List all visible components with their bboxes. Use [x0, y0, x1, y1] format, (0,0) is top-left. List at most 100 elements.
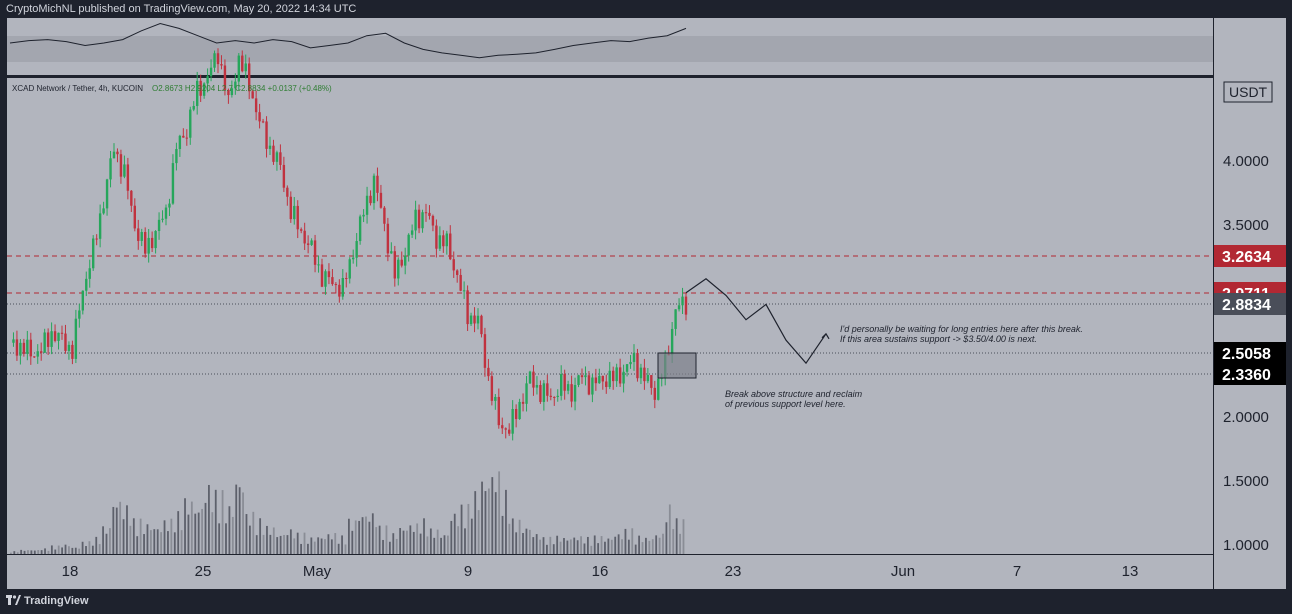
volume-bar	[129, 525, 132, 554]
candle-body	[632, 352, 636, 362]
candle-body	[258, 112, 261, 122]
candle-body	[383, 207, 386, 224]
volume-bar	[266, 525, 268, 554]
volume-bar	[214, 489, 217, 554]
candle-body	[501, 425, 504, 429]
volume-bar	[542, 537, 545, 554]
volume-bar	[508, 523, 511, 554]
x-tick-label: 7	[1013, 563, 1021, 580]
candle-body	[539, 384, 542, 402]
volume-bar	[252, 511, 255, 554]
volume-bar	[505, 489, 507, 554]
volume-bar	[429, 528, 432, 554]
candle-body	[601, 375, 604, 382]
candle-body	[43, 332, 46, 353]
volume-bar	[385, 525, 388, 554]
volume-bar	[163, 520, 166, 554]
candle-body	[175, 149, 178, 164]
candle-body	[140, 232, 143, 241]
volume-bar	[276, 537, 279, 554]
candle-body	[320, 264, 324, 287]
volume-bar	[617, 534, 620, 554]
candle-body	[577, 375, 580, 385]
volume-bar	[119, 501, 122, 554]
volume-bar	[535, 534, 538, 554]
volume-bar	[317, 537, 320, 554]
candle-body	[393, 251, 396, 279]
volume-bar	[573, 537, 576, 554]
volume-bar	[440, 537, 442, 554]
candle-body	[50, 331, 53, 347]
candle-body	[265, 121, 268, 149]
volume-bar	[289, 529, 292, 554]
candle-body	[487, 367, 490, 377]
level-price-label: 2.5058	[1222, 346, 1271, 363]
candle-body	[622, 371, 625, 384]
candle-body	[92, 238, 95, 269]
footer-bar: TradingView	[0, 589, 1292, 614]
volume-bar	[447, 535, 449, 554]
level-price-label: 2.8834	[1222, 297, 1271, 314]
x-tick-label: 25	[195, 563, 212, 580]
candle-body	[681, 296, 684, 306]
candle-body	[459, 274, 462, 291]
candle-body	[379, 192, 383, 208]
volume-bar	[511, 518, 514, 554]
price-chart[interactable]: 4.00003.50003.00002.50002.00001.50001.00…	[0, 18, 1292, 589]
candle-body	[504, 428, 507, 430]
level-price-label: 3.2634	[1222, 249, 1271, 266]
candle-body	[566, 384, 570, 391]
volume-bar	[423, 518, 425, 554]
candle-body	[684, 296, 688, 315]
volume-bar	[675, 518, 678, 554]
candle-body	[289, 196, 292, 220]
volume-bar	[655, 535, 658, 554]
volume-bar	[310, 537, 313, 554]
candle-body	[81, 290, 84, 311]
candle-body	[234, 81, 237, 89]
volume-bar	[98, 544, 101, 554]
volume-bar	[464, 528, 466, 554]
volume-bar	[566, 540, 569, 554]
volume-bar	[388, 541, 391, 554]
volume-bar	[443, 535, 446, 554]
volume-bar	[105, 533, 108, 554]
volume-bar	[491, 477, 494, 554]
volume-bar	[409, 525, 412, 554]
candle-body	[338, 284, 341, 297]
volume-bar	[269, 534, 272, 554]
candle-body	[508, 429, 511, 434]
volume-bar	[10, 552, 12, 554]
volume-bar	[522, 533, 524, 554]
volume-bar	[91, 545, 94, 554]
footer-brand: TradingView	[24, 595, 89, 607]
candle-body	[26, 339, 29, 354]
candle-body	[57, 332, 60, 341]
candle-body	[112, 151, 116, 159]
y-tick-label: 3.5000	[1223, 217, 1269, 234]
tradingview-logo-icon	[6, 595, 21, 605]
x-tick-label: Jun	[891, 563, 915, 580]
level-price-label: 2.3360	[1222, 367, 1271, 384]
volume-bar	[627, 539, 630, 554]
volume-bar	[115, 507, 118, 554]
volume-bar	[303, 532, 306, 554]
candle-body	[178, 135, 182, 150]
volume-bar	[225, 523, 227, 554]
volume-bar	[412, 531, 415, 554]
candle-body	[164, 207, 168, 219]
oscillator-band	[7, 36, 1213, 62]
volume-bar	[354, 520, 357, 554]
candle-body	[650, 375, 653, 388]
volume-bar	[416, 523, 419, 554]
candle-body	[497, 396, 500, 426]
volume-bar	[484, 491, 487, 554]
volume-bar	[320, 538, 323, 554]
volume-bar	[641, 542, 644, 554]
candle-body	[646, 375, 650, 382]
volume-bar	[194, 513, 197, 554]
candle-body	[196, 80, 199, 106]
candle-body	[643, 367, 646, 382]
volume-bar	[300, 543, 303, 554]
volume-bar	[382, 539, 384, 554]
